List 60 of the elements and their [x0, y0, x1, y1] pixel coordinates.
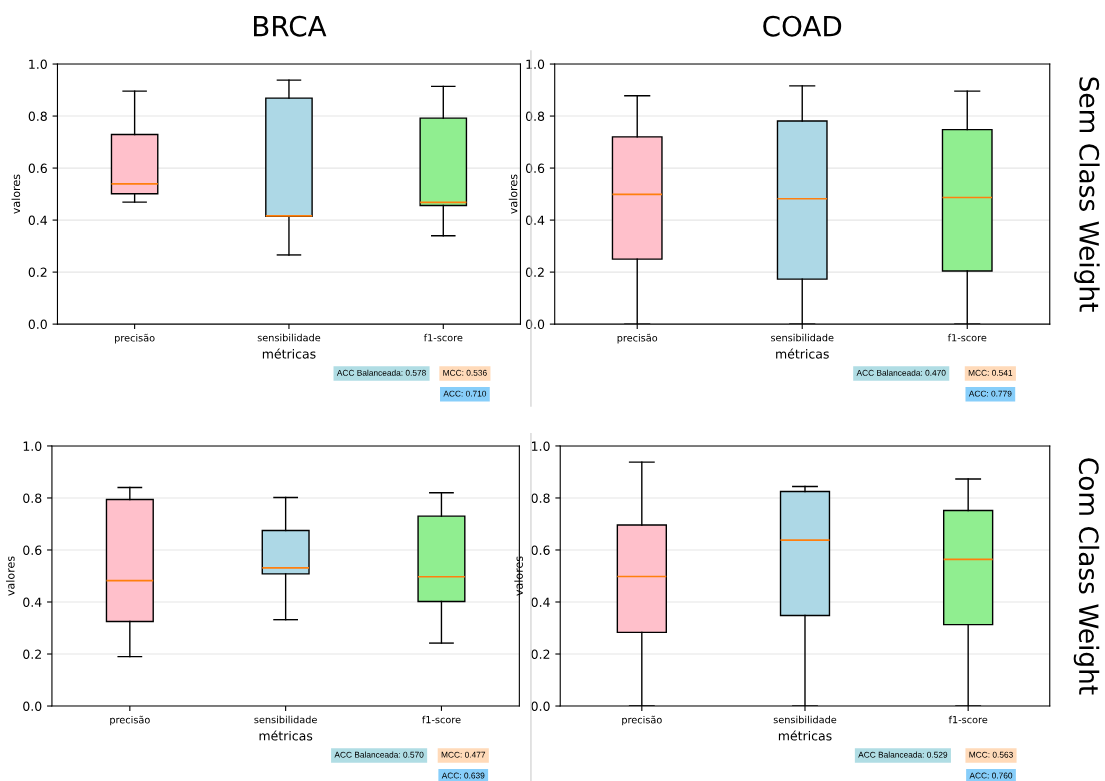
y-tick-label: 0.0 — [28, 319, 47, 330]
y-tick-label: 0.2 — [531, 649, 550, 659]
y-axis-title: valores — [11, 174, 21, 214]
y-axis-title: valores — [514, 556, 523, 596]
text: ACC Balanceada: 0.570 — [334, 751, 424, 758]
y-axis-title: valores — [508, 174, 518, 214]
y-tick-label: 0.4 — [525, 215, 545, 226]
text: ACC Balanceada: 0.529 — [858, 751, 948, 758]
y-tick-label: 0.2 — [525, 267, 544, 278]
y-tick-label: 0.0 — [531, 701, 550, 711]
text: ACC Balanceada: 0.578 — [336, 369, 426, 376]
x-tick-label: precisão — [617, 333, 658, 344]
text: ACC: 0.779 — [968, 390, 1012, 397]
y-tick-label: 0.4 — [23, 597, 42, 607]
x-axis-title: métricas — [778, 730, 832, 741]
y-tick-label: 0.6 — [28, 163, 47, 173]
y-tick-label: 0.0 — [525, 319, 545, 330]
x-tick-label: precisão — [110, 715, 150, 726]
text: ACC: 0.760 — [969, 772, 1013, 779]
text: MCC: 0.477 — [441, 751, 486, 758]
text: MCC: 0.536 — [443, 369, 487, 376]
x-axis-title: métricas — [259, 730, 313, 741]
text: MCC: 0.563 — [969, 751, 1013, 758]
x-tick-label: f1-score — [948, 715, 988, 724]
text: MCC: 0.541 — [968, 369, 1013, 376]
x-axis-title: métricas — [776, 348, 829, 359]
x-axis-title: métricas — [262, 348, 316, 359]
y-tick-label: 1.0 — [532, 441, 550, 451]
x-tick-label: f1-score — [947, 333, 987, 342]
y-tick-label: 1.0 — [23, 441, 42, 451]
y-tick-label: 0.8 — [525, 111, 545, 121]
x-tick-label: sensibilidade — [257, 333, 321, 342]
text: ACC: 0.710 — [443, 390, 487, 397]
text: Sem Class Weight — [1074, 77, 1100, 312]
text: Com Class Weight — [1073, 458, 1100, 695]
y-tick-label: 0.8 — [23, 493, 42, 503]
chart-title: COAD — [763, 15, 842, 37]
text: ACC: 0.639 — [441, 772, 485, 779]
y-tick-label: 0.4 — [28, 215, 48, 226]
y-tick-label: 0.6 — [23, 545, 42, 555]
y-tick-label: 0.0 — [23, 701, 42, 711]
y-tick-label: 0.6 — [531, 545, 550, 555]
y-tick-label: 0.2 — [28, 267, 47, 278]
x-tick-label: f1-score — [422, 715, 461, 724]
x-tick-label: f1-score — [423, 333, 463, 342]
chart-title: BRCA — [254, 15, 327, 37]
y-tick-label: 0.8 — [531, 493, 550, 503]
y-tick-label: 1.0 — [29, 59, 47, 69]
y-tick-label: 1.0 — [526, 59, 545, 69]
x-tick-label: precisão — [115, 333, 155, 344]
text: ACC Balanceada: 0.470 — [856, 369, 946, 376]
y-tick-label: 0.4 — [531, 597, 550, 607]
y-tick-label: 0.2 — [23, 649, 41, 659]
y-axis-title: valores — [6, 556, 15, 596]
x-tick-label: precisão — [622, 715, 662, 726]
y-tick-label: 0.6 — [525, 163, 545, 173]
x-tick-label: sensibilidade — [773, 715, 837, 724]
x-tick-label: sensibilidade — [770, 333, 834, 342]
x-tick-label: sensibilidade — [254, 715, 317, 724]
y-tick-label: 0.8 — [28, 111, 47, 121]
